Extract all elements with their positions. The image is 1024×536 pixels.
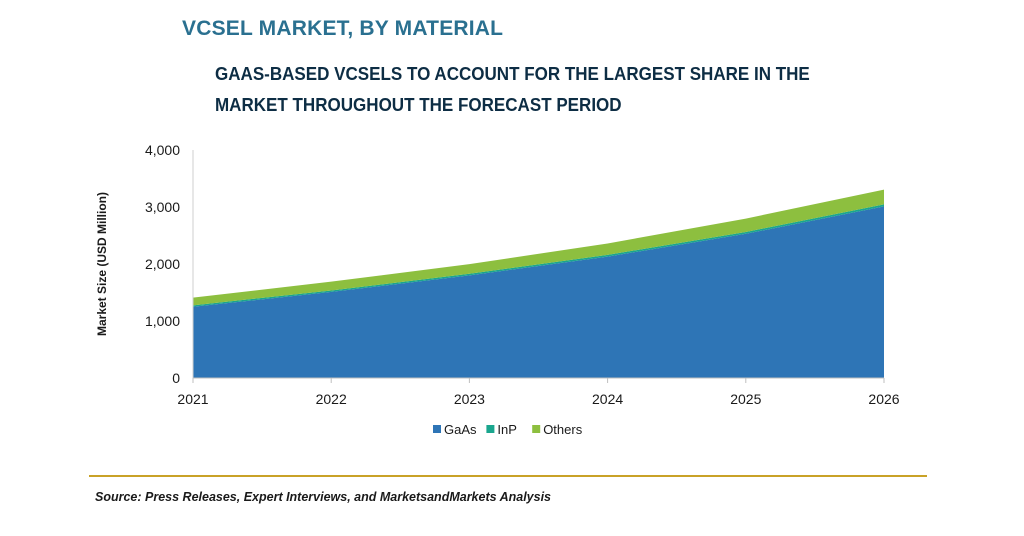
- y-tick-labels: 0 1,000 2,000 3,000 4,000: [145, 142, 180, 386]
- legend: GaAs InP Others: [433, 422, 583, 437]
- x-tick-label: 2024: [592, 391, 623, 407]
- chart-title: VCSEL MARKET, BY MATERIAL: [182, 17, 504, 40]
- legend-swatch-inp: [486, 425, 495, 433]
- footer-divider: [89, 475, 927, 477]
- legend-swatch-gaas: [433, 425, 441, 433]
- x-tick-label: 2026: [868, 391, 899, 407]
- area-gaas: [193, 206, 884, 378]
- y-axis-label: Market Size (USD Million): [95, 192, 109, 336]
- y-tick-label: 0: [172, 370, 180, 386]
- legend-label-gaas: GaAs: [444, 422, 477, 437]
- x-tick-labels: 2021 2022 2023 2024 2025 2026: [177, 378, 900, 407]
- legend-label-inp: InP: [497, 422, 517, 437]
- x-tick-label: 2023: [454, 391, 485, 407]
- source-note: Source: Press Releases, Expert Interview…: [95, 490, 551, 504]
- area-others: [193, 189, 884, 306]
- series-areas: [193, 189, 884, 378]
- y-tick-label: 2,000: [145, 256, 180, 272]
- y-tick-label: 1,000: [145, 313, 180, 329]
- chart-subtitle: GAAS-BASED VCSELS TO ACCOUNT FOR THE LAR…: [215, 63, 810, 115]
- legend-label-others: Others: [543, 422, 583, 437]
- x-tick-label: 2022: [316, 391, 347, 407]
- y-tick-label: 3,000: [145, 199, 180, 215]
- x-tick-label: 2021: [177, 391, 208, 407]
- y-tick-label: 4,000: [145, 142, 180, 158]
- legend-swatch-others: [532, 425, 541, 433]
- x-tick-label: 2025: [730, 391, 761, 407]
